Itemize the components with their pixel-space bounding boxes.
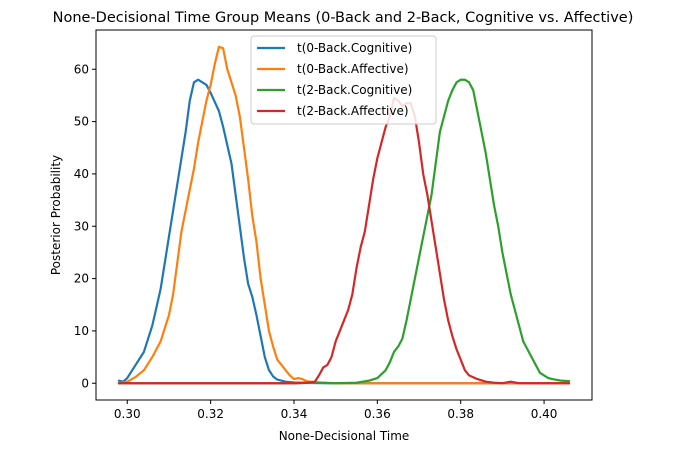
x-tick-label: 0.38 xyxy=(447,407,474,421)
legend-label: t(0-Back.Affective) xyxy=(297,62,409,76)
y-tick-label: 10 xyxy=(74,324,89,338)
legend-label: t(2-Back.Affective) xyxy=(297,104,409,118)
legend: t(0-Back.Cognitive) t(0-Back.Affective) t(… xyxy=(250,35,437,125)
y-tick-label: 30 xyxy=(74,219,89,233)
x-tick-label: 0.36 xyxy=(364,407,391,421)
legend-box xyxy=(250,35,437,125)
series-line-1 xyxy=(117,78,571,385)
legend-label: t(2-Back.Cognitive) xyxy=(297,83,412,97)
y-axis-label: Posterior Probability xyxy=(49,155,63,275)
x-axis-label: None-Decisional Time xyxy=(279,429,410,443)
chart-title: None-Decisional Time Group Means (0-Back… xyxy=(53,10,634,26)
y-axis-ticks: 0 10 20 30 40 50 60 xyxy=(74,62,96,390)
y-tick-label: 40 xyxy=(74,167,89,181)
x-tick-label: 0.34 xyxy=(281,407,308,421)
x-tick-label: 0.30 xyxy=(114,407,141,421)
y-tick-label: 50 xyxy=(74,115,89,129)
x-tick-label: 0.40 xyxy=(531,407,558,421)
y-tick-label: 0 xyxy=(81,376,89,390)
series-line-2 xyxy=(117,45,571,385)
x-axis-ticks: 0.30 0.32 0.34 0.36 0.38 0.40 xyxy=(114,400,558,421)
legend-label: t(0-Back.Cognitive) xyxy=(297,41,412,55)
y-tick-label: 20 xyxy=(74,272,89,286)
y-tick-label: 60 xyxy=(74,62,89,76)
plot-area xyxy=(95,29,593,401)
series-line-3 xyxy=(117,78,571,385)
x-tick-label: 0.32 xyxy=(197,407,224,421)
